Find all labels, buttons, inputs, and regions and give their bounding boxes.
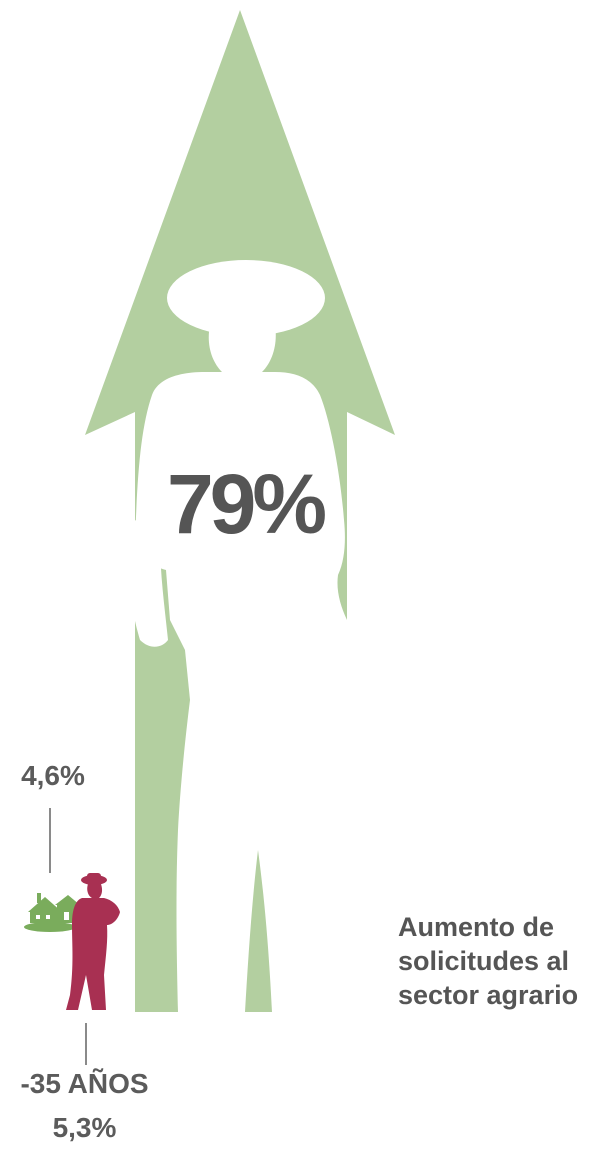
farmer-silhouette-icon: [128, 260, 347, 1012]
caption-line-2: solicitudes al: [398, 946, 570, 976]
age-label: -35 AÑOS: [20, 1068, 149, 1099]
farm-percentage: 4,6%: [21, 760, 85, 791]
farmer-icon: [66, 873, 120, 1010]
main-percentage: 79%: [166, 457, 327, 551]
age-percentage: 5,3%: [52, 1112, 117, 1143]
caption: Aumento de solicitudes al sector agrario: [398, 910, 608, 1012]
caption-line-1: Aumento de: [398, 912, 555, 942]
farmhouse-icon: [24, 893, 80, 932]
caption-line-3: sector agrario: [398, 980, 579, 1010]
